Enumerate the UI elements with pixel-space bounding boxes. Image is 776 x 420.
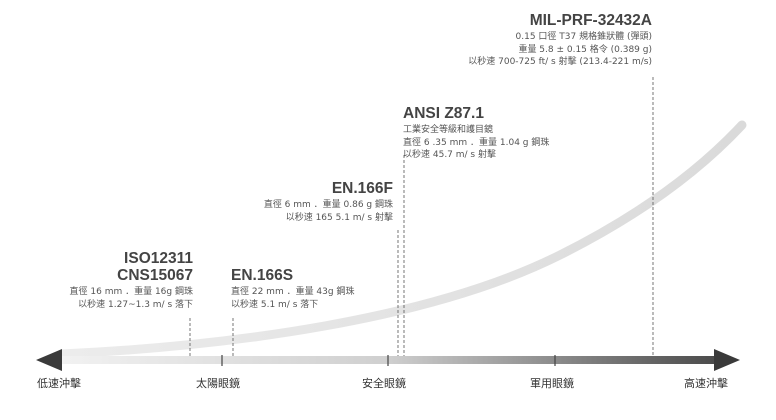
mil-desc-line1: 0.15 口徑 T37 規格錐狀體 (彈頭) xyxy=(515,32,652,42)
ansi-desc-line1: 工業安全等級和護目鏡 xyxy=(403,125,494,135)
axis-left-arrowhead xyxy=(36,349,62,371)
mil-title: MIL-PRF-32432A xyxy=(529,12,652,29)
ansi-title: ANSI Z87.1 xyxy=(403,105,484,122)
axis-military-label: 軍用眼鏡 xyxy=(530,377,574,390)
mil-standard-block: MIL-PRF-32432A 0.15 口徑 T37 規格錐狀體 (彈頭) 重量… xyxy=(468,12,652,69)
axis-high-label: 高速沖擊 xyxy=(684,377,728,390)
iso-title-line2: CNS15067 xyxy=(117,267,193,284)
ansi-desc-line3: 以秒速 45.7 m/ s 射擊 xyxy=(403,150,496,160)
en166s-desc-line1: 直徑 22 mm ．重量 43g 鋼珠 xyxy=(231,287,355,297)
impact-curve xyxy=(57,120,747,359)
axis-safety-label: 安全眼鏡 xyxy=(362,377,406,390)
axis-sun-label: 太陽眼鏡 xyxy=(196,377,240,390)
ansi-standard-block: ANSI Z87.1 工業安全等級和護目鏡 直徑 6 .35 mm ．重量 1.… xyxy=(403,105,549,162)
mil-desc-line3: 以秒速 700-725 ft/ s 射擊 (213.4-221 m/s) xyxy=(468,57,652,67)
mil-desc-line2: 重量 5.8 ± 0.15 格令 (0.389 g) xyxy=(518,44,652,55)
axis-right-arrowhead xyxy=(714,349,740,371)
ansi-desc-line2: 直徑 6 .35 mm ．重量 1.04 g 鋼珠 xyxy=(403,137,550,148)
en166s-title: EN.166S xyxy=(231,267,294,284)
iso-desc-line2: 以秒速 1.27~1.3 m/ s 落下 xyxy=(78,299,193,310)
en166s-desc-line2: 以秒速 5.1 m/ s 落下 xyxy=(231,299,319,310)
en166f-desc-line1: 直徑 6 mm ．重量 0.86 g 鋼珠 xyxy=(263,200,393,210)
iso-desc-line1: 直徑 16 mm ．重量 16g 鋼珠 xyxy=(69,287,193,297)
en166f-desc-line2: 以秒速 165 5.1 m/ s 射擊 xyxy=(285,212,393,223)
en166f-title: EN.166F xyxy=(331,180,393,197)
iso-title-line1: ISO12311 xyxy=(124,250,193,267)
en166s-standard-block: EN.166S 直徑 22 mm ．重量 43g 鋼珠 以秒速 5.1 m/ s… xyxy=(231,267,354,311)
en166f-standard-block: EN.166F 直徑 6 mm ．重量 0.86 g 鋼珠 以秒速 165 5.… xyxy=(264,180,393,224)
axis-low-label: 低速沖擊 xyxy=(37,377,81,390)
iso-standard-block: ISO12311 CNS15067 直徑 16 mm ．重量 16g 鋼珠 以秒… xyxy=(70,250,193,311)
